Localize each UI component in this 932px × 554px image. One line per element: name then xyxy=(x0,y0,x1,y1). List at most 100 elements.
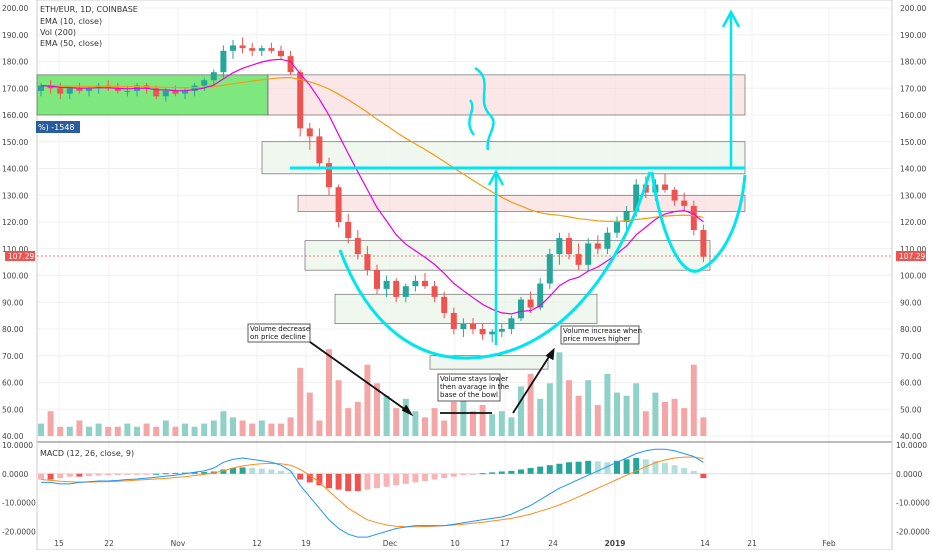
macd-histogram-bar xyxy=(614,460,620,474)
zone-green xyxy=(36,74,269,116)
candle-body xyxy=(556,238,563,255)
arrow-decrease xyxy=(309,341,411,414)
price-axis-label-right: 50.00 xyxy=(900,405,922,414)
volume-bar xyxy=(556,352,563,436)
volume-bar xyxy=(652,392,659,436)
volume-bar xyxy=(431,408,438,436)
macd-histogram-bar xyxy=(527,468,534,474)
volume-bar xyxy=(326,349,332,436)
candle-body xyxy=(441,296,448,313)
macd-histogram-bar xyxy=(422,473,428,481)
last-price-right: 107.29 xyxy=(899,252,925,261)
volume-bar xyxy=(460,386,467,436)
ema-lines xyxy=(37,58,892,315)
volume-bar xyxy=(278,423,284,436)
volume-bar xyxy=(306,392,313,436)
volume-bar xyxy=(546,383,553,436)
volume-bar xyxy=(143,423,150,436)
cup-depth-arrowhead xyxy=(487,169,505,186)
time-axis-label: 24 xyxy=(548,539,558,548)
macd-histogram-bar xyxy=(124,473,131,475)
candle-body xyxy=(162,90,169,97)
price-axis-label-left: 130.00 xyxy=(2,191,28,200)
macd-histogram-bar xyxy=(134,473,140,475)
candle-body xyxy=(450,312,457,329)
candle-body xyxy=(191,85,198,91)
price-axis-label-left: 120.00 xyxy=(2,218,28,227)
price-axis-label-right: 170.00 xyxy=(900,84,926,93)
volume-bar xyxy=(354,401,361,436)
macd-histogram-bar xyxy=(374,473,380,489)
macd-histogram-bar xyxy=(306,473,313,483)
macd-histogram-bar xyxy=(431,473,438,480)
candle-body xyxy=(239,45,246,49)
candle-body xyxy=(57,88,64,94)
candle-body xyxy=(364,254,371,271)
volume-bar xyxy=(220,411,227,436)
macd-histogram-bar xyxy=(489,472,496,474)
macd-histogram-bar xyxy=(460,473,467,476)
zone-gray-3 xyxy=(334,293,598,324)
macd-histogram-bar xyxy=(297,473,304,480)
price-axis-label-left: 110.00 xyxy=(2,245,28,254)
macd-histogram-bar xyxy=(182,472,188,474)
price-axis-label-left: 50.00 xyxy=(2,405,24,414)
macd-histogram-bar xyxy=(105,473,112,476)
macd-axis-label-left: 10.0000 xyxy=(2,441,33,450)
legend-ema50: EMA (50, close) xyxy=(40,39,102,48)
price-axis-label-left: 60.00 xyxy=(2,379,24,388)
macd-histogram-bar xyxy=(690,470,697,474)
time-axis-label: 17 xyxy=(500,539,510,548)
macd-histogram-bar xyxy=(335,473,342,490)
time-axis-label: 14 xyxy=(700,539,710,548)
candle-body xyxy=(374,270,380,289)
volume-bar xyxy=(422,417,428,436)
volume-bar xyxy=(623,395,630,436)
partial-value-text: %) -1548 xyxy=(38,123,75,132)
volume-bar xyxy=(182,423,188,436)
candle-body xyxy=(623,211,630,222)
macd-histogram-bar xyxy=(86,473,92,477)
macd-histogram-bar xyxy=(402,473,409,484)
price-axis-label-left: 140.00 xyxy=(2,165,28,174)
macd-histogram-bar xyxy=(230,468,236,474)
candle-body xyxy=(287,56,294,73)
candle-body xyxy=(575,254,582,265)
time-axis-label: Nov xyxy=(171,539,186,548)
candle-body xyxy=(345,222,352,239)
price-axis-label-left: 80.00 xyxy=(2,325,24,334)
volume-bar xyxy=(124,423,131,436)
volume-bar xyxy=(57,426,64,436)
volume-bar xyxy=(201,423,208,436)
candle-body xyxy=(479,329,486,335)
price-axis-label-right: 110.00 xyxy=(900,245,926,254)
candle-body xyxy=(614,222,620,233)
volume-bar xyxy=(566,380,572,436)
candle-body xyxy=(268,48,275,51)
macd-histogram-bar xyxy=(268,469,275,474)
note-volume-increase: Volume increase when price moves higher xyxy=(560,325,642,345)
candle-body xyxy=(297,72,304,129)
arrow-increase xyxy=(512,351,553,414)
macd-histogram-bar xyxy=(153,473,160,475)
macd-histogram-bar xyxy=(249,468,256,474)
price-axis-label-right: 140.00 xyxy=(900,165,926,174)
macd-histogram-bar xyxy=(47,473,54,480)
volume-bar xyxy=(441,420,448,436)
macd-axis-label-left: -10.0000 xyxy=(2,499,36,508)
volume-bar xyxy=(479,405,486,436)
volume-bar xyxy=(95,423,102,436)
note-vi-line1: Volume increase when xyxy=(563,327,642,335)
candle-body xyxy=(566,238,572,255)
price-axis-label-left: 170.00 xyxy=(2,84,28,93)
price-axis-label-left: 160.00 xyxy=(2,111,28,120)
volume-bar xyxy=(412,411,419,436)
macd-axis-label-left: 0.0000 xyxy=(2,470,28,479)
candle-body xyxy=(546,254,553,284)
price-axis-label-left: 150.00 xyxy=(2,138,28,147)
volume-bar xyxy=(153,426,160,436)
macd-histogram-bar xyxy=(76,473,83,477)
time-axis-label: 2019 xyxy=(605,539,626,548)
candle-body xyxy=(585,243,592,265)
